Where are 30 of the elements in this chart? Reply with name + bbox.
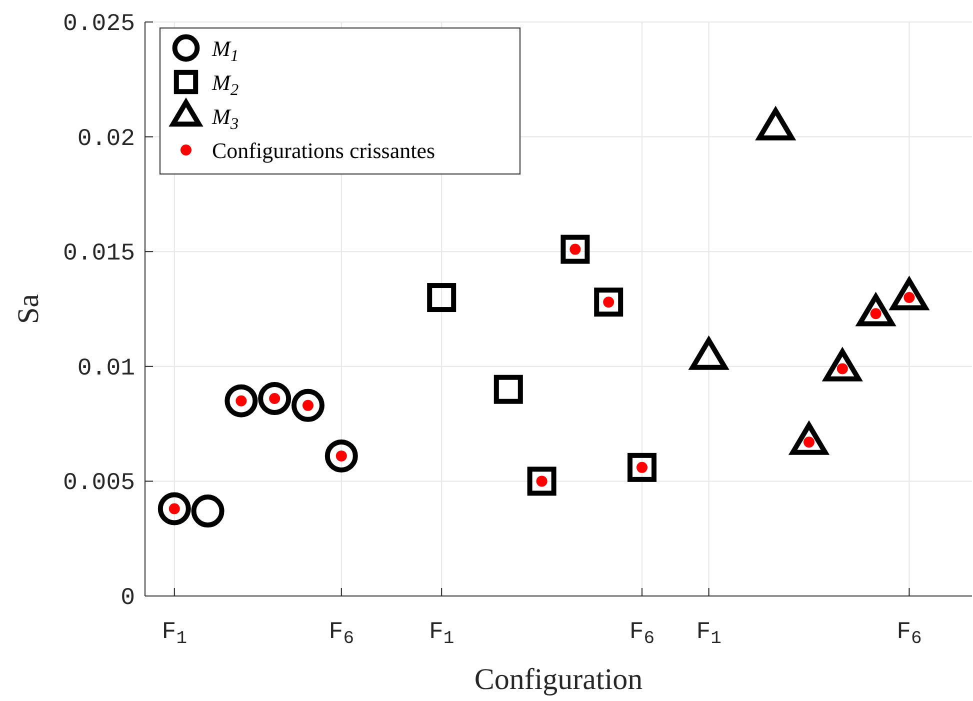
y-tick-label: 0.015	[62, 240, 135, 268]
y-tick-label: 0.02	[77, 126, 135, 153]
point	[224, 384, 258, 418]
legend-label: Configurations crissantes	[212, 138, 436, 163]
y-tick-label: 0.025	[62, 11, 135, 38]
point	[258, 382, 292, 416]
x-tick-label: F$_{6}$	[896, 619, 922, 650]
point	[427, 283, 456, 312]
x-tick-label: F$_{6}$	[328, 619, 354, 650]
point	[291, 388, 324, 422]
point	[594, 288, 624, 317]
point	[527, 466, 556, 496]
point	[158, 492, 191, 526]
y-axis-title: Sa	[12, 294, 45, 324]
x-tick-label: F$_{6}$	[629, 619, 655, 650]
legend-label: M$_{2}$	[211, 70, 239, 100]
point	[628, 452, 656, 482]
point	[494, 374, 523, 404]
x-tick-label: F$_{1}$	[162, 619, 187, 650]
y-tick-label: 0.005	[62, 470, 135, 498]
x-axis-title: Configuration	[474, 663, 643, 696]
legend-label: M$_{3}$	[211, 104, 239, 134]
point	[560, 234, 590, 264]
legend-label: M$_{1}$	[211, 36, 239, 66]
y-tick-label: 0	[120, 585, 135, 612]
point	[324, 439, 358, 472]
x-tick-label: F$_{1}$	[696, 619, 722, 650]
y-tick-label: 0.01	[77, 355, 135, 382]
x-tick-label: F$_{1}$	[428, 619, 454, 650]
point	[191, 494, 224, 528]
